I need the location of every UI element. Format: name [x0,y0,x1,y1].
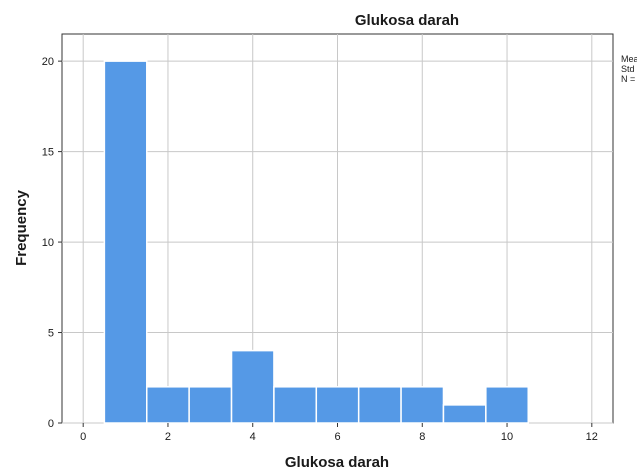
histogram-bar [230,349,275,424]
histogram-bar [188,386,233,424]
grid-lines [62,34,613,424]
x-tick-label: 10 [501,431,513,443]
chart-title: Glukosa darah [355,12,459,29]
histogram-bar [273,386,318,424]
y-tick-label: 20 [42,56,54,68]
x-axis-title: Glukosa darah [285,454,389,471]
y-tick-label: 0 [48,418,54,430]
x-tick-label: 2 [165,431,171,443]
stat-label: N = [621,74,635,84]
histogram-bar [442,404,487,424]
y-tick-label: 15 [42,147,54,159]
histogram-bar [315,386,360,424]
stat-label: Mea [621,54,637,64]
y-axis-title: Frequency [13,189,30,266]
histogram-bar [103,60,148,424]
histogram-bar [357,386,402,424]
x-tick-label: 6 [334,431,340,443]
y-tick-label: 10 [42,237,54,249]
x-tick-label: 4 [250,431,256,443]
histogram-bar [485,386,529,424]
stat-label: Std [621,64,635,74]
histogram-bar [400,386,445,424]
x-tick-label: 12 [586,431,598,443]
x-tick-label: 0 [80,431,86,443]
x-tick-label: 8 [419,431,425,443]
bars [103,60,529,424]
tick-labels: 0 2 4 6 8 10 12 0 5 10 15 20 [42,56,598,443]
y-tick-label: 5 [48,328,54,340]
histogram-bar [146,386,190,424]
